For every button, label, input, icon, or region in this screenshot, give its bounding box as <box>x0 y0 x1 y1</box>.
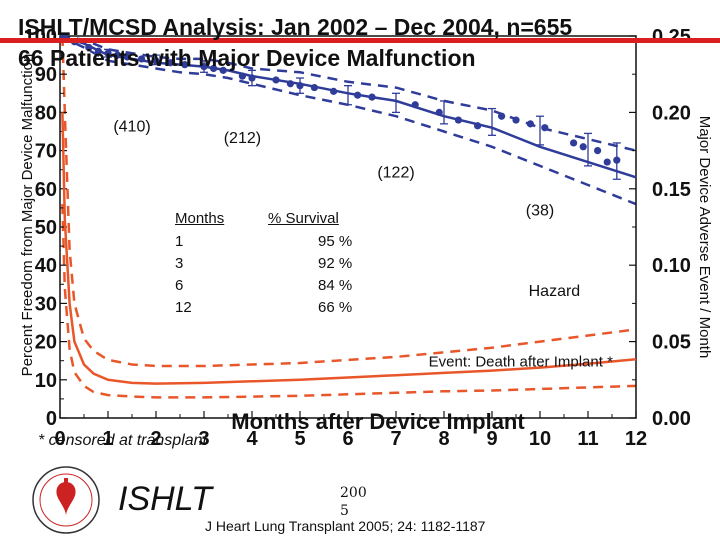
x-tick-label: 9 <box>486 428 497 450</box>
title-line-2: 66 Patients with Major Device Malfunctio… <box>18 45 476 71</box>
data-point <box>310 83 318 92</box>
data-point <box>248 74 256 82</box>
x-tick-label: 7 <box>390 428 401 450</box>
y2-tick-label: 0.10 <box>652 255 691 277</box>
x-tick-label: 12 <box>625 428 647 450</box>
y-tick-label: 60 <box>35 179 57 201</box>
table-header-months: Months <box>175 210 225 227</box>
ishlt-logo-text: ISHLT <box>118 480 212 518</box>
data-point <box>435 108 443 116</box>
annotation-label: (212) <box>224 130 261 147</box>
y-tick-label: 10 <box>35 370 57 392</box>
data-point <box>411 101 419 109</box>
data-point <box>613 156 621 164</box>
year-label: 200 5 <box>340 484 367 520</box>
table-row-months: 12 <box>175 299 192 316</box>
data-point <box>166 59 174 67</box>
data-point <box>498 112 506 120</box>
data-point <box>594 147 602 155</box>
data-point <box>570 139 578 147</box>
survival-ci-upper <box>59 34 637 152</box>
annotation-label: Hazard <box>529 283 581 300</box>
table-header-survival: % Survival <box>268 210 339 227</box>
y-tick-label: 20 <box>35 332 57 354</box>
data-point <box>85 43 93 52</box>
table-row-survival: 92 % <box>318 255 353 272</box>
x-tick-label: 8 <box>438 428 449 450</box>
data-point <box>200 62 208 71</box>
table-row-survival: 66 % <box>318 299 353 316</box>
y-tick-label: 0 <box>46 408 57 430</box>
y-tick-label: 70 <box>35 141 57 163</box>
x-tick-label: 4 <box>246 428 258 450</box>
annotation-label: (38) <box>526 203 554 220</box>
title-underline <box>0 38 720 43</box>
table-row-months: 1 <box>175 233 184 250</box>
data-point <box>238 72 246 80</box>
x-tick-label: 3 <box>198 428 209 450</box>
x-tick-label: 5 <box>294 428 305 450</box>
data-point <box>94 47 102 55</box>
data-point <box>219 66 227 74</box>
data-point <box>454 116 462 124</box>
survival-ci-lower <box>59 34 637 206</box>
y-tick-label: 50 <box>35 217 57 239</box>
hazard-curve <box>61 112 637 385</box>
x-tick-label: 2 <box>150 428 161 450</box>
data-point <box>181 61 189 69</box>
data-point <box>354 91 362 99</box>
data-point <box>123 53 131 61</box>
data-point <box>138 55 146 63</box>
data-point <box>603 158 611 166</box>
data-point <box>104 49 112 57</box>
footnote: * censored at transplant <box>38 432 207 449</box>
table-row-survival: 84 % <box>318 277 353 294</box>
data-point <box>210 64 218 73</box>
year-line-1: 200 <box>340 485 367 501</box>
x-tick-label: 0 <box>54 428 65 450</box>
y2-axis-label: Major Device Adverse Event / Month <box>696 116 713 359</box>
x-axis-label: Months after Device Implant <box>231 409 525 434</box>
table-row-months: 6 <box>175 277 184 294</box>
ishlt-seal-icon <box>32 466 100 534</box>
y2-tick-label: 0.20 <box>652 102 691 124</box>
x-tick-label: 1 <box>102 428 113 450</box>
data-point <box>541 124 549 132</box>
data-point <box>272 76 280 84</box>
data-point <box>474 122 482 130</box>
data-point <box>579 143 587 151</box>
y2-tick-label: 0.15 <box>652 179 691 201</box>
citation: J Heart Lung Transplant 2005; 24: 1182-1… <box>205 518 486 534</box>
x-tick-label: 10 <box>529 428 551 450</box>
data-point <box>152 57 160 65</box>
data-point <box>368 93 376 101</box>
annotation-label: (122) <box>377 164 414 181</box>
annotation-label: Event: Death after Implant * <box>429 353 613 370</box>
hazard-ci-upper <box>61 35 637 368</box>
data-point <box>296 82 304 90</box>
annotation-label: (410) <box>113 119 150 136</box>
y2-tick-label: 0.05 <box>652 332 691 354</box>
y-tick-label: 80 <box>35 102 57 124</box>
x-tick-label: 6 <box>342 428 353 450</box>
data-point <box>114 51 122 59</box>
hazard-ci-lower <box>61 204 637 399</box>
x-tick-label: 11 <box>577 428 598 450</box>
data-point <box>286 80 294 88</box>
y2-tick-label: 0.00 <box>652 408 691 430</box>
table-row-survival: 95 % <box>318 233 353 250</box>
y-tick-label: 30 <box>35 293 57 315</box>
data-point <box>512 116 520 124</box>
year-line-2: 5 <box>340 503 349 519</box>
y-tick-label: 40 <box>35 255 57 277</box>
y-tick-label: 90 <box>35 64 57 86</box>
data-point <box>330 87 338 95</box>
table-row-months: 3 <box>175 255 184 272</box>
title-line-1: ISHLT/MCSD Analysis: Jan 2002 – Dec 2004… <box>18 14 573 40</box>
y2-tick-label: 0.25 <box>652 26 691 48</box>
data-point <box>526 120 535 128</box>
y-axis-label: Percent Freedom from Major Device Malfun… <box>19 54 36 377</box>
